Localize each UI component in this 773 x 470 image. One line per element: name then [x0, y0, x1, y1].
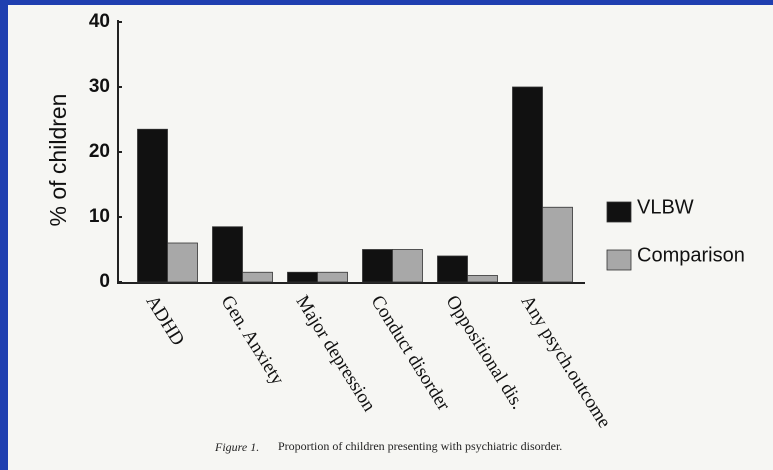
bar: [167, 242, 198, 283]
caption-label: Figure 1.: [214, 440, 259, 454]
legend-swatch: [606, 249, 632, 271]
bar: [242, 271, 273, 283]
bar: [137, 128, 168, 283]
bar: [512, 86, 543, 283]
bar: [437, 255, 468, 283]
slide-paper: [8, 5, 773, 470]
legend-label: VLBW: [637, 196, 694, 218]
bar: [362, 249, 393, 283]
legend-label: Comparison: [637, 244, 745, 266]
bar: [392, 249, 423, 283]
y-tick-label: 20: [89, 141, 110, 162]
caption: Proportion of children presenting with p…: [278, 439, 562, 453]
y-tick-label: 40: [89, 11, 110, 32]
legend-swatch: [606, 201, 632, 223]
bar: [317, 271, 348, 283]
bar: [212, 226, 243, 283]
bar: [542, 206, 573, 283]
bar: [467, 275, 498, 283]
y-tick-label: 30: [89, 76, 110, 97]
y-axis-label: % of children: [45, 94, 71, 227]
y-tick-label: 10: [89, 206, 110, 227]
y-tick-label: 0: [99, 271, 110, 292]
bar: [287, 271, 318, 283]
